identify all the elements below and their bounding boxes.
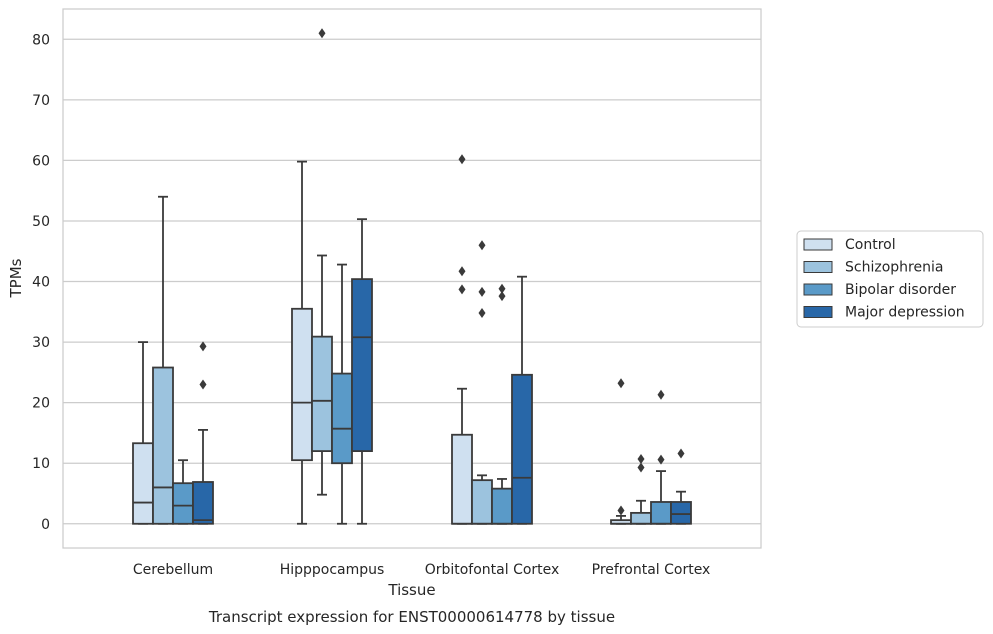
box-bipolar-disorder <box>331 263 353 525</box>
box-bipolar-disorder <box>650 389 672 525</box>
y-tick-label: 0 <box>41 517 50 533</box>
x-tick-label: Orbitofontal Cortex <box>425 562 560 578</box>
x-tick-label: Cerebellum <box>133 562 213 578</box>
outlier-point <box>478 308 486 319</box>
box-body <box>291 307 313 462</box>
outlier-point <box>478 240 486 251</box>
y-tick-label: 80 <box>32 32 50 48</box>
box-schizophrenia <box>311 28 333 496</box>
box-body <box>192 481 214 525</box>
y-tick-label: 10 <box>32 456 50 472</box>
box-body <box>311 335 333 453</box>
box-schizophrenia <box>471 240 493 525</box>
box-bipolar-disorder <box>491 283 513 525</box>
box-control <box>291 160 313 525</box>
outlier-point <box>617 505 625 516</box>
outlier-point <box>478 286 486 297</box>
outlier-point <box>458 154 466 165</box>
box-body <box>331 372 353 465</box>
legend-box <box>796 230 984 328</box>
legend-label: Schizophrenia <box>845 260 943 276</box>
legend-label: Major depression <box>845 305 965 321</box>
x-tick-labels: Cerebellum Hipppocampus Orbitofontal Corte… <box>133 562 710 578</box>
x-axis-label: Tissue <box>387 581 435 599</box>
legend-swatch <box>803 306 833 318</box>
box-body <box>670 501 692 525</box>
box-control <box>451 154 473 525</box>
box-schizophrenia <box>152 195 174 525</box>
box-plot-marks <box>132 28 692 525</box>
x-tick-label: Prefrontal Cortex <box>592 562 711 578</box>
legend-swatch <box>803 283 833 296</box>
box-body <box>152 366 174 525</box>
plot-area-frame <box>62 8 762 549</box>
outlier-point <box>657 454 665 465</box>
outlier-point <box>199 379 207 390</box>
grid-lines <box>63 38 761 525</box>
outlier-point <box>458 284 466 295</box>
y-tick-label: 50 <box>32 214 50 230</box>
box-body <box>491 487 513 525</box>
box-body <box>471 479 493 525</box>
box-body <box>630 511 652 525</box>
y-tick-label: 40 <box>32 275 50 291</box>
y-tick-label: 70 <box>32 93 50 109</box>
y-tick-label: 20 <box>32 396 50 412</box>
box-control <box>610 378 632 525</box>
box-body <box>650 501 672 525</box>
outlier-point <box>498 283 506 294</box>
box-major-depression <box>192 341 214 525</box>
box-body <box>451 433 473 525</box>
box-major-depression <box>511 275 533 525</box>
chart-caption: Transcript expression for ENST0000061477… <box>208 608 615 626</box>
y-tick-label: 60 <box>32 153 50 169</box>
box-schizophrenia <box>630 453 652 525</box>
outlier-point <box>199 341 207 352</box>
outlier-point <box>657 389 665 400</box>
box-body <box>351 278 373 453</box>
y-tick-labels: 0 10 20 30 40 50 60 70 80 <box>32 32 50 532</box>
box-bipolar-disorder <box>172 459 194 525</box>
box-body <box>172 482 194 525</box>
legend-label: Control <box>845 237 896 253</box>
box-body <box>132 442 154 525</box>
legend-swatch <box>803 238 833 251</box>
box-major-depression <box>351 218 373 525</box>
outlier-point <box>677 448 685 459</box>
box-control <box>132 341 154 525</box>
legend: Control Schizophrenia Bipolar disorder Majo… <box>796 230 984 328</box>
outlier-point <box>637 453 645 464</box>
y-axis-label: TPMs <box>7 258 25 298</box>
y-tick-label: 30 <box>32 335 50 351</box>
legend-label: Bipolar disorder <box>845 282 956 298</box>
outlier-point <box>498 291 506 302</box>
legend-swatch <box>803 261 833 273</box>
outlier-point <box>318 28 326 39</box>
box-major-depression <box>670 448 692 525</box>
outlier-point <box>458 266 466 277</box>
outlier-point <box>637 462 645 473</box>
box-body <box>511 373 533 525</box>
outlier-point <box>617 378 625 389</box>
x-tick-label: Hipppocampus <box>280 562 385 578</box>
